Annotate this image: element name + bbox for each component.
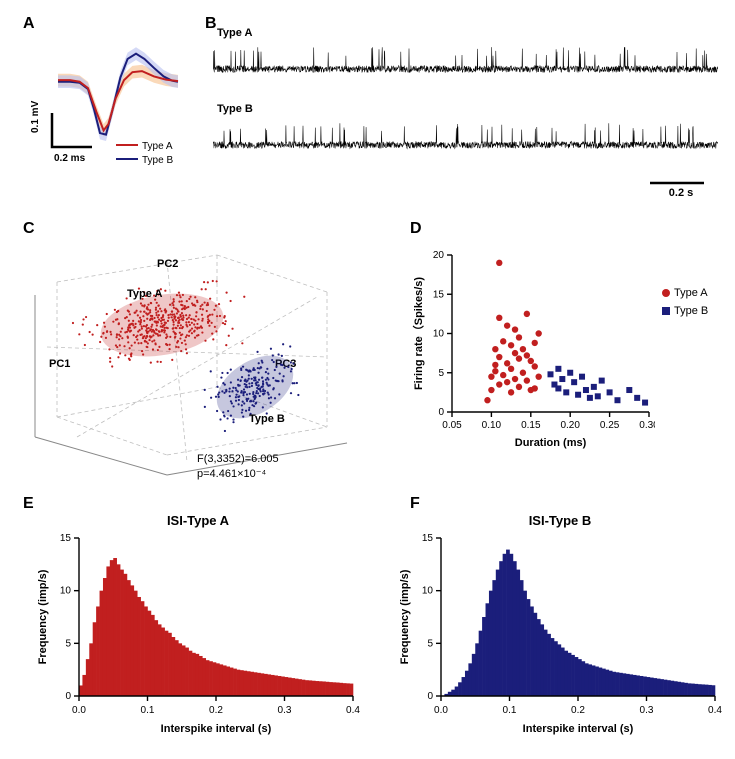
svg-text:Frequency (imp/s): Frequency (imp/s) [37, 569, 49, 664]
svg-text:15: 15 [433, 289, 445, 300]
panel-e-title: ISI-Type A [33, 513, 363, 528]
svg-text:0.1: 0.1 [503, 705, 517, 716]
svg-text:Frequency (imp/s): Frequency (imp/s) [399, 569, 411, 664]
svg-text:10: 10 [60, 586, 72, 597]
panel-c-label: C [23, 220, 35, 238]
svg-text:F(3,3352)=6.005: F(3,3352)=6.005 [197, 453, 279, 465]
svg-text:0.3: 0.3 [640, 705, 654, 716]
svg-text:PC2: PC2 [157, 258, 178, 270]
svg-text:0.20: 0.20 [560, 420, 580, 431]
svg-text:0.3: 0.3 [278, 705, 292, 716]
svg-text:Type B: Type B [142, 155, 173, 166]
svg-text:0: 0 [65, 691, 71, 702]
panel-f-label: F [410, 495, 420, 513]
svg-text:0.0: 0.0 [434, 705, 448, 716]
svg-text:0: 0 [427, 691, 433, 702]
svg-text:PC1: PC1 [49, 358, 70, 370]
dot-icon [662, 289, 670, 297]
panel-f: ISI-Type B 0.0 0.1 0.2 0.3 0.4 0 5 10 15 Interspi… [395, 513, 725, 741]
scalebar-b-label: 0.2 s [650, 187, 712, 199]
svg-text:Type B: Type B [249, 413, 285, 425]
svg-text:Type A: Type A [127, 288, 163, 300]
panel-b: Type A Type B 0.2 s [213, 27, 718, 202]
svg-text:0.30: 0.30 [639, 420, 655, 431]
panel-a-label: A [23, 15, 35, 33]
panel-f-svg: 0.0 0.1 0.2 0.3 0.4 0 5 10 15 Interspike interval… [395, 528, 725, 738]
svg-text:Interspike interval (s): Interspike interval (s) [523, 723, 634, 735]
svg-text:15: 15 [422, 533, 434, 544]
svg-text:20: 20 [433, 250, 445, 261]
panel-a-svg: 0.1 mV 0.2 ms Type A Type B [30, 33, 195, 193]
svg-text:0: 0 [438, 407, 444, 418]
svg-text:Firing rate（Spikes/s): Firing rate（Spikes/s) [412, 277, 425, 390]
panel-d-legend: Type A Type B [662, 287, 708, 317]
panel-d: 0.05 0.10 0.15 0.20 0.25 0.30 0 5 10 15 20 Duration… [410, 247, 720, 452]
svg-text:10: 10 [422, 586, 434, 597]
panel-e-label: E [23, 495, 34, 513]
svg-text:Duration (ms): Duration (ms) [515, 437, 587, 449]
legend-d-a: Type A [662, 287, 708, 299]
panel-f-title: ISI-Type B [395, 513, 725, 528]
panel-a: 0.1 mV 0.2 ms Type A Type B [30, 33, 195, 193]
svg-text:0.2: 0.2 [571, 705, 585, 716]
svg-text:0.2: 0.2 [209, 705, 223, 716]
panel-d-svg: 0.05 0.10 0.15 0.20 0.25 0.30 0 5 10 15 20 Duration… [410, 247, 655, 452]
scalebar-b: 0.2 s [650, 179, 712, 199]
svg-text:0.1: 0.1 [141, 705, 155, 716]
svg-text:0.10: 0.10 [482, 420, 502, 431]
svg-text:0.4: 0.4 [708, 705, 722, 716]
svg-text:p=4.461×10⁻⁴: p=4.461×10⁻⁴ [197, 468, 267, 480]
panel-c-svg: PC1PC2PC3Type AType BF(3,3352)=6.005p=4.… [17, 237, 357, 487]
svg-text:0.4: 0.4 [346, 705, 360, 716]
trace-a [213, 43, 718, 95]
square-icon [662, 307, 670, 315]
trace-b [213, 119, 718, 171]
panel-d-label: D [410, 220, 422, 238]
figure-root: A 0.1 mV0.2 msType AType B B Type A Type… [15, 15, 720, 744]
panel-e-svg: 0.0 0.1 0.2 0.3 0.4 0 5 10 15 Interspike interval… [33, 528, 363, 738]
svg-text:15: 15 [60, 533, 72, 544]
svg-text:0.05: 0.05 [442, 420, 462, 431]
trace-label-a: Type A [217, 27, 252, 39]
svg-text:Interspike interval (s): Interspike interval (s) [161, 723, 272, 735]
svg-text:10: 10 [433, 329, 445, 340]
panel-c: PC1PC2PC3Type AType BF(3,3352)=6.005p=4.… [17, 237, 357, 487]
svg-text:0.25: 0.25 [600, 420, 620, 431]
svg-text:5: 5 [427, 638, 433, 649]
legend-d-b: Type B [662, 305, 708, 317]
svg-text:0.15: 0.15 [521, 420, 541, 431]
legend-d-b-label: Type B [674, 305, 708, 317]
trace-label-b: Type B [217, 103, 253, 115]
svg-text:0.1 mV: 0.1 mV [30, 100, 41, 133]
svg-text:5: 5 [65, 638, 71, 649]
svg-text:0.2 ms: 0.2 ms [54, 153, 86, 164]
svg-text:Type A: Type A [142, 141, 173, 152]
svg-text:0.0: 0.0 [72, 705, 86, 716]
svg-text:5: 5 [438, 368, 444, 379]
panel-e: ISI-Type A 0.0 0.1 0.2 0.3 0.4 0 5 10 15 Interspi… [33, 513, 363, 741]
legend-d-a-label: Type A [674, 287, 708, 299]
